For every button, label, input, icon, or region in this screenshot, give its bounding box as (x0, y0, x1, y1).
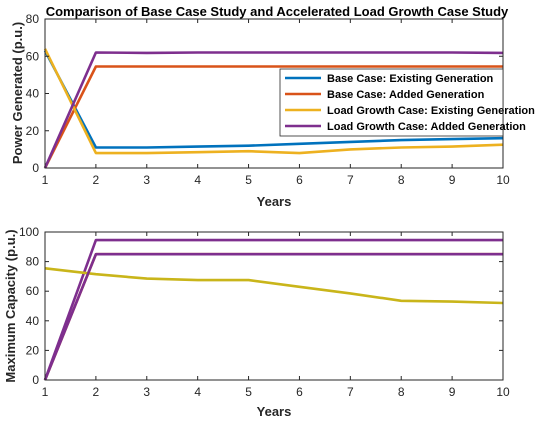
top-x-tick-label: 9 (449, 173, 456, 187)
bottom-x-tick-label: 10 (496, 385, 510, 399)
top-x-tick-label: 4 (194, 173, 201, 187)
bottom-x-tick-label: 6 (296, 385, 303, 399)
legend-entry-4: Load Growth Case: Added Generation (327, 121, 526, 133)
bottom-y-tick-label: 40 (26, 314, 40, 328)
bottom-x-tick-label: 5 (245, 385, 252, 399)
top-x-tick-label: 6 (296, 173, 303, 187)
top-ticks: 1 2 3 4 5 6 7 8 9 10 0 20 40 60 80 (26, 12, 510, 187)
bottom-x-tick-label: 4 (194, 385, 201, 399)
top-x-tick-label: 1 (42, 173, 49, 187)
bottom-y-tick-label: 80 (26, 255, 40, 269)
bottom-x-tick-label: 3 (143, 385, 150, 399)
legend-entry-2: Base Case: Added Generation (327, 89, 485, 101)
bottom-x-tick-label: 1 (42, 385, 49, 399)
bottom-series-line-4 (43, 252, 503, 381)
bottom-x-tick-label: 7 (347, 385, 354, 399)
bottom-series-lines (43, 238, 504, 381)
legend: Base Case: Existing Generation Base Case:… (279, 68, 535, 137)
top-y-tick-label: 40 (26, 87, 40, 101)
legend-entry-3: Load Growth Case: Existing Generation (327, 105, 535, 117)
bottom-y-axis-label: Maximum Capacity (p.u.) (3, 229, 18, 382)
top-y-tick-label: 80 (26, 12, 40, 26)
top-x-tick-label: 10 (496, 173, 510, 187)
top-y-tick-label: 60 (26, 49, 40, 63)
top-series-line-2 (43, 65, 503, 169)
top-y-tick-label: 20 (26, 124, 40, 138)
bottom-y-tick-label: 60 (26, 284, 40, 298)
bottom-x-tick-label: 8 (398, 385, 405, 399)
legend-entry-1: Base Case: Existing Generation (327, 73, 494, 85)
bottom-plot-box (44, 231, 504, 381)
top-chart: 1 2 3 4 5 6 7 8 9 10 0 20 40 60 80 Years Power Generat… (10, 12, 535, 209)
chart-title: Comparison of Base Case Study and Accele… (46, 4, 509, 19)
top-y-axis-label: Power Generated (p.u.) (10, 22, 25, 164)
top-x-tick-label: 2 (93, 173, 100, 187)
bottom-series-line-2 (43, 238, 503, 381)
bottom-x-tick-label: 9 (449, 385, 456, 399)
bottom-x-axis-label: Years (257, 404, 292, 419)
bottom-y-tick-label: 100 (19, 225, 39, 239)
bottom-series-line-3 (44, 267, 504, 305)
top-series-lines (43, 48, 504, 169)
top-x-tick-label: 5 (245, 173, 252, 187)
bottom-y-tick-label: 20 (26, 343, 40, 357)
top-x-tick-label: 3 (143, 173, 150, 187)
bottom-x-tick-label: 2 (93, 385, 100, 399)
top-x-tick-label: 8 (398, 173, 405, 187)
bottom-plot-area (45, 232, 503, 380)
top-x-axis-label: Years (257, 194, 292, 209)
top-series-line-1 (43, 50, 504, 149)
top-x-tick-label: 7 (347, 173, 354, 187)
top-series-line-4 (43, 51, 504, 169)
bottom-y-tick-label: 0 (32, 373, 39, 387)
top-y-tick-label: 0 (32, 161, 39, 175)
top-series-line-3 (43, 48, 504, 155)
